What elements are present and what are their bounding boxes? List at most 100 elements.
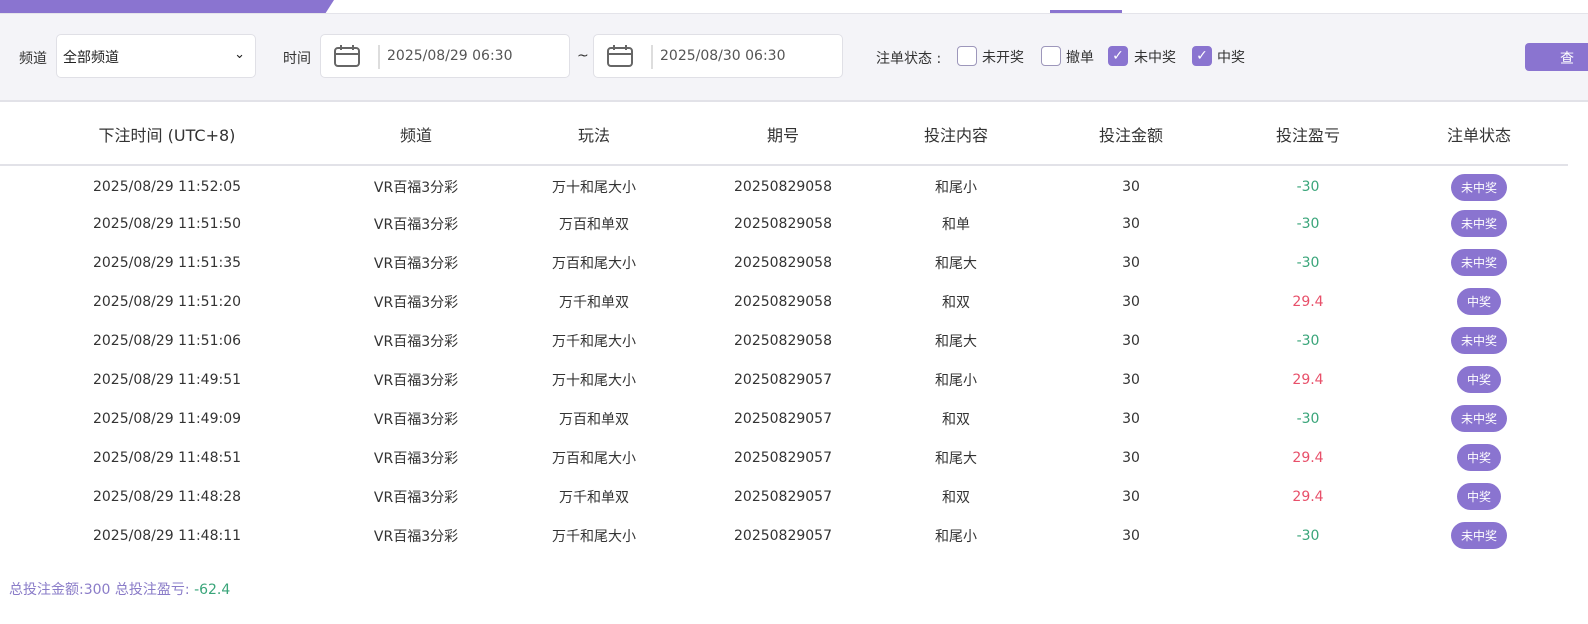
start-date-input[interactable]: 2025/08/29 06:30 xyxy=(320,34,570,78)
checkbox-not-drawn[interactable] xyxy=(957,46,977,66)
bet-amount: 30 xyxy=(1122,488,1140,505)
bet-content: 和尾大 xyxy=(935,333,977,350)
issue-number: 20250829058 xyxy=(734,179,832,195)
status-label: 注单状态 : xyxy=(876,51,942,67)
status-badge: 未中奖 xyxy=(1450,522,1507,549)
profit: -30 xyxy=(1296,215,1320,232)
bet-time: 2025/08/29 11:52:05 xyxy=(92,179,242,195)
issue-number: 20250829057 xyxy=(734,371,832,388)
checkbox-lost[interactable]: ✓ xyxy=(1108,46,1128,66)
status: 未中奖 xyxy=(1390,516,1568,555)
table-row: 2025/08/29 11:49:51 VR百福3分彩 万十和尾大小 20250829… xyxy=(0,360,1568,399)
profit: -30 xyxy=(1296,332,1320,349)
total-profit: -62.4 xyxy=(194,582,231,598)
bet-amount: 30 xyxy=(1122,215,1140,232)
profit: -30 xyxy=(1296,410,1320,427)
table-row: 2025/08/29 11:51:50 VR百福3分彩 万百和单双 202508290… xyxy=(0,204,1568,243)
calendar-icon xyxy=(607,45,633,67)
status: 未中奖 xyxy=(1390,204,1568,243)
status-badge: 中奖 xyxy=(1456,366,1501,393)
profit: 29.4 xyxy=(1292,488,1324,505)
issue-number: 20250829058 xyxy=(734,293,832,310)
calendar-icon xyxy=(334,45,360,67)
col-amount: 投注金额 xyxy=(1036,103,1226,166)
status-badge: 中奖 xyxy=(1456,444,1501,471)
active-tab-background[interactable] xyxy=(0,0,334,13)
channel: VR百福3分彩 xyxy=(373,411,459,428)
table-row: 2025/08/29 11:48:28 VR百福3分彩 万千和单双 202508290… xyxy=(0,477,1568,516)
play-type: 万千和尾大小 xyxy=(552,528,636,545)
profit: 29.4 xyxy=(1292,371,1324,388)
time-label: 时间 xyxy=(283,51,311,67)
summary-label: 总投注金额:300 总投注盈亏: xyxy=(9,582,190,598)
bet-content: 和双 xyxy=(942,489,970,506)
play-type: 万千和尾大小 xyxy=(552,333,636,350)
profit: 29.4 xyxy=(1292,293,1324,310)
checkbox-label: 未中奖 xyxy=(1134,50,1176,66)
play-type: 万千和单双 xyxy=(559,294,629,311)
top-tab-bar xyxy=(0,0,1588,14)
profit: -30 xyxy=(1296,527,1320,544)
channel: VR百福3分彩 xyxy=(373,450,459,467)
bet-amount: 30 xyxy=(1122,332,1140,349)
channel: VR百福3分彩 xyxy=(373,255,459,272)
table-row: 2025/08/29 11:48:11 VR百福3分彩 万千和尾大小 20250829… xyxy=(0,516,1568,555)
status-badge: 中奖 xyxy=(1456,483,1501,510)
checkbox-won[interactable]: ✓ xyxy=(1192,46,1212,66)
profit: -30 xyxy=(1296,179,1320,195)
bets-table: 下注时间 (UTC+8) 频道 玩法 期号 投注内容 投注金额 投注盈亏 注单状… xyxy=(0,103,1568,555)
checkbox-cancelled[interactable] xyxy=(1041,46,1061,66)
status: 未中奖 xyxy=(1390,165,1568,204)
status: 中奖 xyxy=(1390,438,1568,477)
bet-time: 2025/08/29 11:51:06 xyxy=(92,332,242,349)
status: 未中奖 xyxy=(1390,321,1568,360)
bet-content: 和尾大 xyxy=(935,450,977,467)
channel: VR百福3分彩 xyxy=(373,372,459,389)
bet-time: 2025/08/29 11:48:11 xyxy=(92,527,242,544)
bet-time: 2025/08/29 11:51:35 xyxy=(92,254,242,271)
bet-amount: 30 xyxy=(1122,449,1140,466)
bet-amount: 30 xyxy=(1122,410,1140,427)
status: 中奖 xyxy=(1390,360,1568,399)
col-issue: 期号 xyxy=(690,103,876,166)
end-date-input[interactable]: 2025/08/30 06:30 xyxy=(593,34,843,78)
bet-amount: 30 xyxy=(1122,371,1140,388)
channel-label: 频道 xyxy=(19,51,47,67)
bet-amount: 30 xyxy=(1122,527,1140,544)
bet-content: 和尾大 xyxy=(935,255,977,272)
table-row: 2025/08/29 11:48:51 VR百福3分彩 万百和尾大小 20250829… xyxy=(0,438,1568,477)
issue-number: 20250829057 xyxy=(734,488,832,505)
issue-number: 20250829058 xyxy=(734,215,832,232)
status-badge: 未中奖 xyxy=(1450,210,1507,237)
play-type: 万十和尾大小 xyxy=(552,180,636,196)
col-profit: 投注盈亏 xyxy=(1226,103,1390,166)
channel-select[interactable]: 全部频道 ⌄ xyxy=(56,34,256,78)
filter-bar: 频道 全部频道 ⌄ 时间 2025/08/29 06:30 ~ 2025/08/3… xyxy=(0,14,1588,102)
play-type: 万百和尾大小 xyxy=(552,255,636,272)
table-row: 2025/08/29 11:52:05 VR百福3分彩 万十和尾大小 20250829… xyxy=(0,165,1568,204)
bet-content: 和尾小 xyxy=(935,180,977,196)
chevron-down-icon: ⌄ xyxy=(234,47,245,62)
start-date-value: 2025/08/29 06:30 xyxy=(387,48,513,64)
table-row: 2025/08/29 11:51:20 VR百福3分彩 万千和单双 202508290… xyxy=(0,282,1568,321)
issue-number: 20250829057 xyxy=(734,449,832,466)
range-separator: ~ xyxy=(577,48,589,64)
play-type: 万百和单双 xyxy=(559,216,629,233)
issue-number: 20250829058 xyxy=(734,254,832,271)
bet-content: 和双 xyxy=(942,411,970,428)
status-badge: 未中奖 xyxy=(1450,405,1507,432)
end-date-value: 2025/08/30 06:30 xyxy=(660,48,786,64)
play-type: 万千和单双 xyxy=(559,489,629,506)
divider xyxy=(651,45,653,69)
bet-content: 和尾小 xyxy=(935,372,977,389)
issue-number: 20250829058 xyxy=(734,332,832,349)
profit: 29.4 xyxy=(1292,449,1324,466)
status: 中奖 xyxy=(1390,282,1568,321)
bet-time: 2025/08/29 11:51:20 xyxy=(92,293,242,310)
query-button[interactable]: 查 xyxy=(1525,43,1588,71)
status-badge: 未中奖 xyxy=(1450,327,1507,354)
bet-time: 2025/08/29 11:48:28 xyxy=(92,488,242,505)
status: 未中奖 xyxy=(1390,243,1568,282)
checkbox-label: 撤单 xyxy=(1066,50,1094,66)
channel-value: 全部频道 xyxy=(63,50,119,66)
